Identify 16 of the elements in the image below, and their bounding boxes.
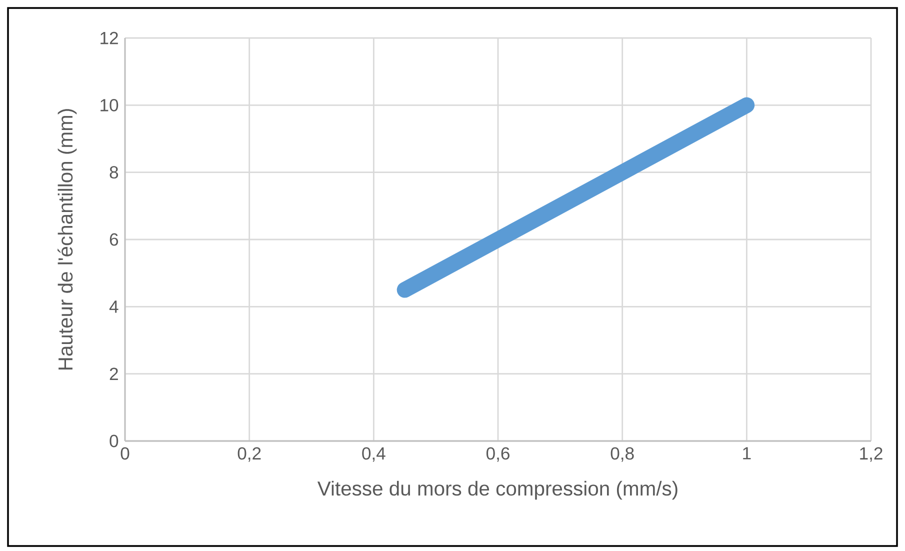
x-tick-label: 0,4 [362, 447, 386, 462]
y-tick-label: 6 [110, 233, 118, 246]
y-tick-label: 10 [100, 98, 118, 112]
x-tick-label: 0,6 [486, 447, 510, 462]
y-tick-label: 8 [110, 166, 118, 179]
y-tick-label: 12 [100, 32, 118, 44]
x-tick-label: 0 [120, 447, 130, 460]
x-axis-title: Vitesse du mors de compression (mm/s) [317, 480, 678, 500]
x-tick-label: 1,2 [860, 447, 882, 462]
x-tick-label: 1 [743, 447, 751, 460]
y-tick-label: 0 [110, 434, 118, 448]
y-tick-label: 2 [110, 368, 118, 380]
y-tick-label: 4 [109, 300, 118, 313]
x-tick-label: 0,2 [238, 447, 261, 462]
x-tick-label: 0,8 [610, 447, 634, 462]
y-axis-title: Hauteur de l'échantillon (mm) [58, 109, 77, 370]
